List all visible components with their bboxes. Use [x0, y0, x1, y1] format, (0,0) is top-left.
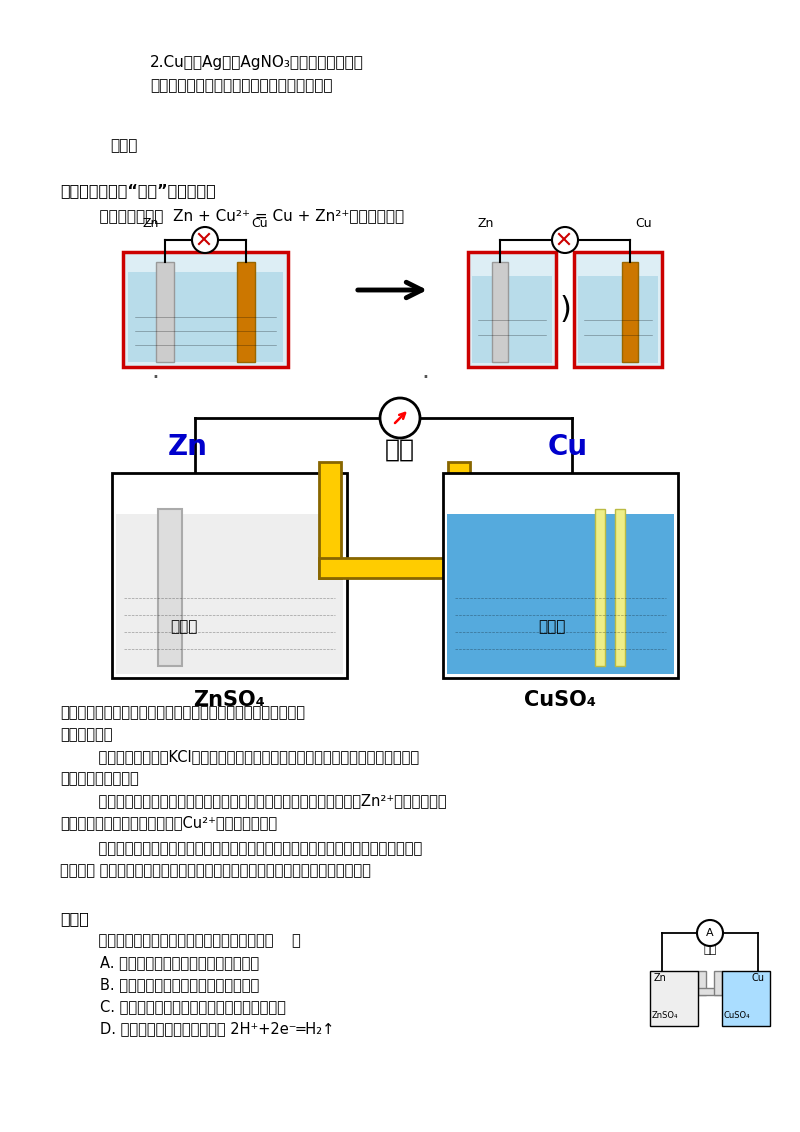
Text: C. 锤电极发生还原反应，铜电极发生氧化反应: C. 锤电极发生还原反应，铜电极发生氧化反应	[100, 1000, 286, 1014]
Text: Zn: Zn	[142, 217, 158, 230]
Text: Zn: Zn	[168, 434, 208, 461]
FancyBboxPatch shape	[698, 988, 722, 995]
FancyBboxPatch shape	[116, 514, 343, 674]
Text: ): )	[559, 295, 571, 325]
Text: A: A	[706, 928, 714, 938]
Text: ZnSO₄: ZnSO₄	[193, 691, 265, 710]
Text: 归纳：: 归纳：	[110, 138, 138, 153]
Text: 铜盐溶液会由于铜的析出减少了Cu²⁺而带上了负电。: 铜盐溶液会由于铜的析出减少了Cu²⁺而带上了负电。	[60, 815, 277, 830]
FancyBboxPatch shape	[319, 558, 470, 578]
FancyBboxPatch shape	[447, 514, 674, 674]
Text: 确酸铜: 确酸铜	[538, 619, 566, 634]
Circle shape	[552, 228, 578, 252]
Text: Cu: Cu	[636, 217, 652, 230]
Text: 活动三：探究带“盐桥”的原电池。: 活动三：探究带“盐桥”的原电池。	[60, 183, 216, 198]
Text: ZnSO₄: ZnSO₄	[652, 1011, 678, 1020]
FancyBboxPatch shape	[698, 971, 706, 995]
Text: 将氧化还原反应  Zn + Cu²⁺ = Cu + Zn²⁺设计成电池：: 将氧化还原反应 Zn + Cu²⁺ = Cu + Zn²⁺设计成电池：	[80, 208, 404, 223]
FancyBboxPatch shape	[122, 252, 287, 367]
Circle shape	[380, 398, 420, 438]
Text: 可使由它连接的两溶液保持电中性，否则锤盐溶液会由于锤溶解成为Zn²⁺而带上正电，: 可使由它连接的两溶液保持电中性，否则锤盐溶液会由于锤溶解成为Zn²⁺而带上正电，	[80, 794, 446, 808]
Text: 关于如图所示的原电池，下列说法正确的是（    ）: 关于如图所示的原电池，下列说法正确的是（ ）	[80, 933, 301, 947]
Text: 原电池电极反应式及电池总反应式书分别是：: 原电池电极反应式及电池总反应式书分别是：	[150, 78, 333, 93]
Text: Zn: Zn	[478, 217, 494, 230]
Circle shape	[697, 920, 723, 946]
FancyBboxPatch shape	[472, 276, 552, 363]
FancyBboxPatch shape	[319, 462, 341, 578]
Text: Cu: Cu	[251, 217, 268, 230]
Text: 什么是盐桥？: 什么是盐桥？	[60, 727, 113, 741]
Text: 续进行。 导线的作用是传递电子，沟通外电路。而盐桥的作用则是沟通内电路。: 续进行。 导线的作用是传递电子，沟通外电路。而盐桥的作用则是沟通内电路。	[60, 863, 371, 878]
Text: 盐桥中装有饱和的KCl溶液和琼脂制成的胶冻，胶冻的作用是防止管中溶液流出。: 盐桥中装有饱和的KCl溶液和琼脂制成的胶冻，胶冻的作用是防止管中溶液流出。	[80, 749, 419, 764]
FancyBboxPatch shape	[237, 261, 254, 362]
FancyBboxPatch shape	[574, 252, 662, 367]
FancyBboxPatch shape	[443, 473, 678, 678]
Text: A. 电子从铜电极通过检流计流向锤电极: A. 电子从铜电极通过检流计流向锤电极	[100, 955, 259, 970]
Text: ·: ·	[421, 366, 429, 391]
FancyBboxPatch shape	[622, 261, 638, 362]
Text: ·: ·	[151, 366, 159, 391]
FancyBboxPatch shape	[448, 462, 470, 578]
FancyBboxPatch shape	[595, 509, 605, 666]
FancyBboxPatch shape	[615, 509, 625, 666]
FancyBboxPatch shape	[722, 971, 770, 1026]
Text: Cu: Cu	[548, 434, 588, 461]
Text: B. 盐桥中的阳离子向确酸铜溶液中迁移: B. 盐桥中的阳离子向确酸铜溶液中迁移	[100, 977, 259, 992]
Text: CuSO₄: CuSO₄	[524, 691, 596, 710]
Text: 盐桥: 盐桥	[385, 438, 415, 462]
Text: Zn: Zn	[654, 974, 667, 983]
Circle shape	[192, 228, 218, 252]
Text: 思考：: 思考：	[60, 911, 89, 926]
Text: 此电池的优点：能产生持续、稳定的电流。其中，用到了盐桥。: 此电池的优点：能产生持续、稳定的电流。其中，用到了盐桥。	[60, 705, 305, 720]
Text: CuSO₄: CuSO₄	[724, 1011, 750, 1020]
FancyBboxPatch shape	[714, 971, 722, 995]
FancyBboxPatch shape	[578, 276, 658, 363]
Text: 确酸铜: 确酸铜	[170, 619, 198, 634]
FancyBboxPatch shape	[492, 261, 508, 362]
Text: 盐桥: 盐桥	[703, 945, 717, 955]
FancyBboxPatch shape	[468, 252, 556, 367]
Text: Cu: Cu	[752, 974, 765, 983]
FancyBboxPatch shape	[155, 261, 174, 362]
FancyBboxPatch shape	[127, 272, 282, 362]
FancyBboxPatch shape	[650, 971, 698, 1026]
Text: 盐桥的作用是什么？: 盐桥的作用是什么？	[60, 771, 138, 786]
FancyBboxPatch shape	[112, 473, 347, 678]
FancyBboxPatch shape	[158, 509, 182, 666]
Text: 盐桥保障了电子通过外电路从锤到铜的不断转移，使锤的溶解和铜的析出过程得以维: 盐桥保障了电子通过外电路从锤到铜的不断转移，使锤的溶解和铜的析出过程得以维	[80, 841, 422, 856]
Text: D. 铜电极上发生的电极反应是 2H⁺+2e⁻═H₂↑: D. 铜电极上发生的电极反应是 2H⁺+2e⁻═H₂↑	[100, 1021, 334, 1036]
Text: 2.Cu片、Ag片、AgNO₃溶液组成的原电池: 2.Cu片、Ag片、AgNO₃溶液组成的原电池	[150, 55, 364, 70]
